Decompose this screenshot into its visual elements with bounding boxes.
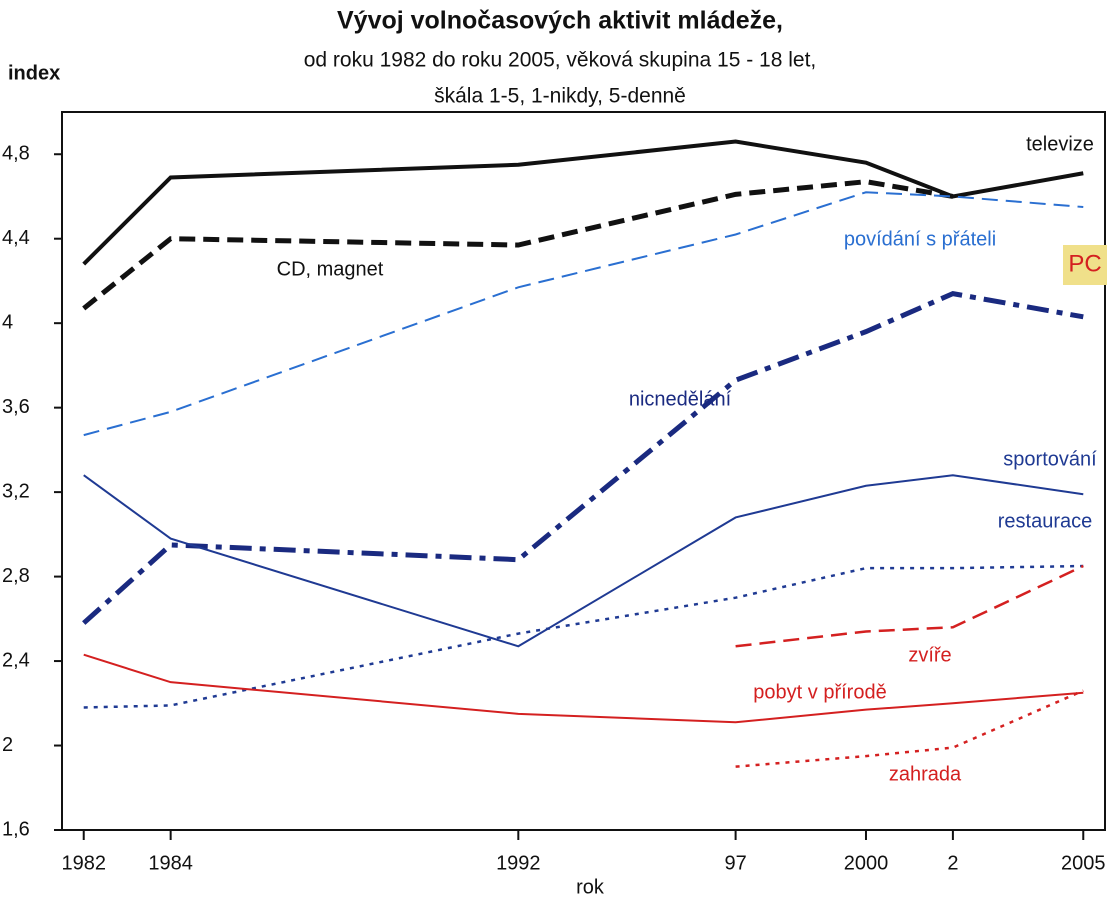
y-tick-label: 3,6 xyxy=(2,396,30,418)
series-line xyxy=(82,291,1084,625)
x-tick-label: 2005 xyxy=(1061,852,1106,874)
series-label: zvíře xyxy=(908,644,951,666)
x-axis-label: rok xyxy=(576,876,605,898)
series-label: restaurace xyxy=(998,510,1093,532)
x-tick-label: 2000 xyxy=(844,852,889,874)
x-tick-label: 1982 xyxy=(61,852,106,874)
y-tick-label: 4,4 xyxy=(2,227,30,249)
y-tick-label: 4,8 xyxy=(2,143,30,165)
y-tick-label: 3,2 xyxy=(2,480,30,502)
y-tick-label: 2,8 xyxy=(2,565,30,587)
series-label: CD, magnet xyxy=(277,258,384,280)
label-background xyxy=(1063,245,1107,285)
series-line xyxy=(83,191,1084,437)
chart-title: Vývoj volnočasových aktivit mládeže, xyxy=(337,7,783,35)
series-label: nicnedělání xyxy=(629,388,732,410)
series-line xyxy=(735,564,1084,648)
x-tick-label: 1984 xyxy=(148,852,193,874)
plot-frame xyxy=(61,111,1106,831)
series-line xyxy=(82,139,1084,266)
series-line xyxy=(82,179,954,311)
series-label: televize xyxy=(1026,133,1094,155)
y-axis-label: index xyxy=(8,62,60,84)
chart-subtitle: od roku 1982 do roku 2005, věková skupin… xyxy=(304,49,817,72)
series-label: povídání s přáteli xyxy=(844,228,996,250)
y-tick-label: 1,6 xyxy=(2,818,30,840)
series-label: PC xyxy=(1068,250,1101,277)
series-label: sportování xyxy=(1003,448,1097,470)
series-line xyxy=(83,653,1084,724)
series-line xyxy=(83,564,1084,709)
y-tick-label: 2,4 xyxy=(2,649,30,671)
series-label: zahrada xyxy=(889,763,962,785)
chart-subtitle: škála 1-5, 1-nikdy, 5-denně xyxy=(434,85,686,108)
y-tick-label: 2 xyxy=(2,734,13,756)
y-tick-label: 4 xyxy=(2,311,13,333)
series-label: pobyt v přírodě xyxy=(753,681,886,703)
x-tick-label: 2 xyxy=(947,852,958,874)
x-tick-label: 97 xyxy=(724,852,746,874)
series-line xyxy=(83,474,1084,648)
x-tick-label: 1992 xyxy=(496,852,541,874)
